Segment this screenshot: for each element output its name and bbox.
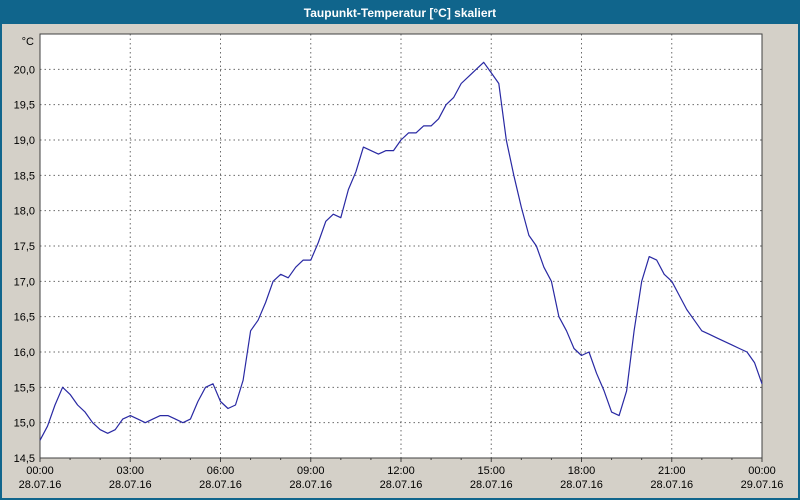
y-tick-label: 18,0 <box>14 206 35 218</box>
y-tick-label: 19,5 <box>14 100 35 112</box>
x-tick-date-label: 28.07.16 <box>19 479 62 491</box>
x-tick-date-label: 29.07.16 <box>741 479 784 491</box>
x-tick-time-label: 18:00 <box>568 465 596 477</box>
chart-title-bar: Taupunkt-Temperatur [°C] skaliert <box>2 2 798 24</box>
y-tick-label: 18,5 <box>14 170 35 182</box>
dewpoint-temperature-chart: 14,5 15,0 15,5 16,0 16,5 17,0 17,5 18,0 18,5 19,0… <box>14 33 784 491</box>
dewpoint-series-line <box>39 61 763 441</box>
x-tick-time-label: 03:00 <box>116 465 144 477</box>
x-tick-date-label: 28.07.16 <box>470 479 513 491</box>
x-tick-time-label: 00:00 <box>26 465 54 477</box>
x-tick-time-label: 12:00 <box>387 465 415 477</box>
y-tick-label: 17,5 <box>14 241 35 253</box>
y-tick-label: 20,0 <box>14 64 35 76</box>
x-tick-date-label: 28.07.16 <box>289 479 332 491</box>
x-tick-time-label: 00:00 <box>748 465 776 477</box>
chart-title: Taupunkt-Temperatur [°C] skaliert <box>303 6 497 20</box>
x-tick-time-label: 15:00 <box>477 465 505 477</box>
chart-area: 14,5 15,0 15,5 16,0 16,5 17,0 17,5 18,0 18,5 19,0… <box>2 24 798 498</box>
y-tick-label: 14,5 <box>14 453 35 465</box>
plot-border <box>39 33 763 459</box>
x-tick-date-label: 28.07.16 <box>650 479 693 491</box>
x-tick-date-label: 28.07.16 <box>199 479 242 491</box>
x-tick-time-label: 09:00 <box>297 465 325 477</box>
y-axis-unit-label: °C <box>22 36 34 48</box>
x-tick-time-label: 06:00 <box>207 465 235 477</box>
y-tick-label: 15,5 <box>14 382 35 394</box>
y-tick-label: 19,0 <box>14 135 35 147</box>
x-tick-date-label: 28.07.16 <box>380 479 423 491</box>
y-tick-label: 17,0 <box>14 276 35 288</box>
y-tick-label: 15,0 <box>14 418 35 430</box>
x-tick-date-label: 28.07.16 <box>560 479 603 491</box>
x-tick-time-label: 21:00 <box>658 465 686 477</box>
y-tick-label: 16,5 <box>14 312 35 324</box>
x-tick-date-label: 28.07.16 <box>109 479 152 491</box>
y-tick-label: 16,0 <box>14 347 35 359</box>
